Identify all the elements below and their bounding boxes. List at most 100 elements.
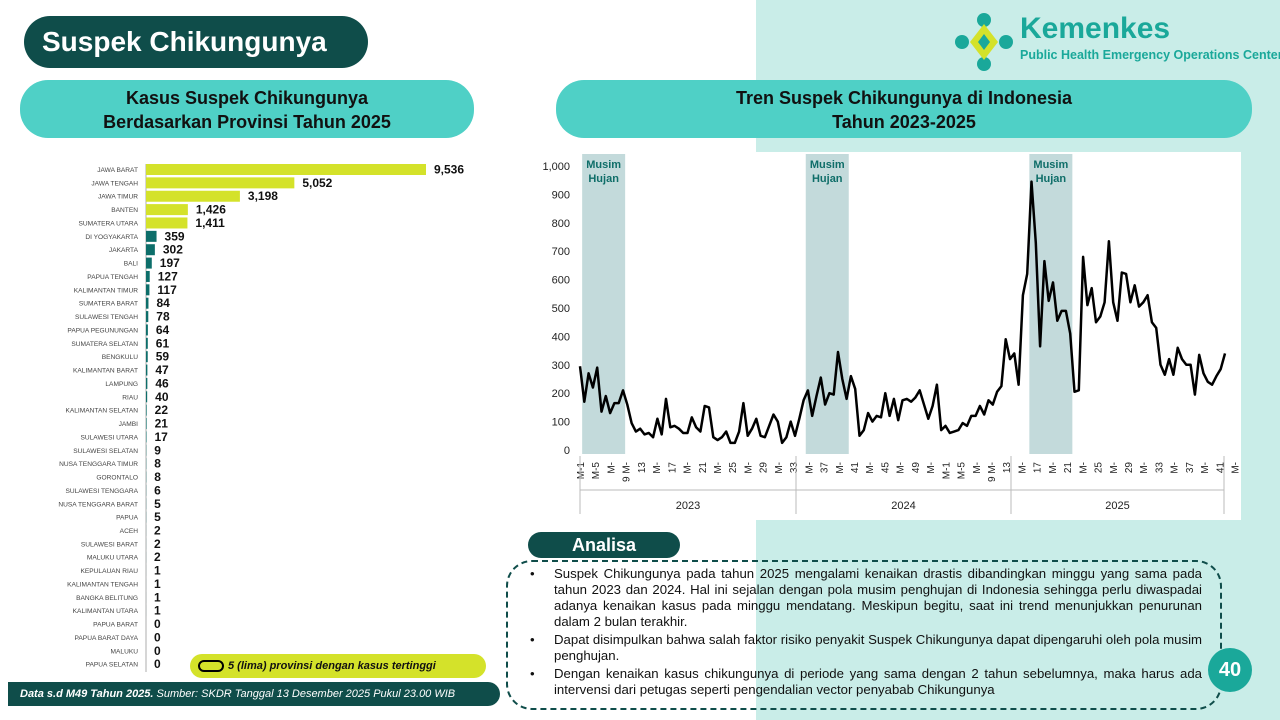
season-label: Hujan bbox=[812, 173, 843, 185]
bar-value-label: 9,536 bbox=[434, 163, 464, 177]
bar bbox=[146, 404, 147, 416]
bar-category-label: NUSA TENGGARA BARAT bbox=[58, 501, 138, 508]
analisa-point: Suspek Chikungunya pada tahun 2025 menga… bbox=[530, 566, 1202, 630]
analisa-point: Dengan kenaikan kasus chikungunya di per… bbox=[530, 666, 1202, 698]
legend-label: 5 (lima) provinsi dengan kasus tertinggi bbox=[228, 660, 436, 672]
bar bbox=[146, 297, 149, 309]
bar bbox=[146, 244, 155, 256]
kemenkes-logo: Kemenkes Public Health Emergency Operati… bbox=[952, 10, 1280, 76]
page-title: Suspek Chikungunya bbox=[24, 16, 368, 68]
bar bbox=[146, 377, 148, 389]
x-tick-label: M- bbox=[606, 462, 617, 474]
footer-source: Sumber: SKDR Tanggal 13 Desember 2025 Pu… bbox=[153, 688, 456, 700]
x-tick-label: M- bbox=[652, 462, 663, 474]
line-chart-title: Tren Suspek Chikungunya di Indonesia Tah… bbox=[556, 80, 1252, 138]
bar bbox=[146, 164, 426, 175]
bar-value-label: 47 bbox=[155, 363, 169, 377]
trend-line-chart: Musim Hujan Musim Hujan Musim Hujan 0 100 200 300… bbox=[528, 152, 1241, 520]
bar-value-label: 6 bbox=[154, 483, 161, 497]
bar-value-label: 59 bbox=[156, 350, 170, 364]
bar bbox=[146, 217, 188, 229]
season-band bbox=[805, 154, 849, 454]
bar-value-label: 64 bbox=[156, 323, 170, 337]
data-source-footer: Data s.d M49 Tahun 2025. Sumber: SKDR Ta… bbox=[8, 682, 500, 706]
bar-value-label: 1,426 bbox=[196, 203, 226, 217]
bar-value-label: 5 bbox=[154, 497, 161, 511]
bar bbox=[146, 270, 150, 282]
bar-category-label: SULAWESI TENGGARA bbox=[65, 488, 138, 495]
bar-category-label: SULAWESI SELATAN bbox=[73, 448, 138, 455]
x-tick-label: M-1 bbox=[576, 462, 587, 480]
bar-category-label: PAPUA PEGUNUNGAN bbox=[67, 327, 138, 334]
bar-category-label: JAKARTA bbox=[109, 247, 139, 254]
bar bbox=[146, 230, 157, 242]
bar-chart-title-line1: Kasus Suspek Chikungunya bbox=[125, 88, 369, 108]
bar-value-label: 8 bbox=[154, 470, 161, 484]
x-tick-label: 33 bbox=[1154, 462, 1165, 474]
x-tick-label: M-5 bbox=[957, 462, 968, 480]
bar-category-label: JAWA TIMUR bbox=[98, 194, 138, 201]
y-tick-label: 500 bbox=[552, 303, 570, 315]
x-tick-label: M-1 bbox=[941, 462, 952, 480]
bar bbox=[146, 324, 148, 336]
bar-category-label: PAPUA TENGAH bbox=[87, 274, 138, 281]
x-tick-label: M- bbox=[683, 462, 694, 474]
season-label: Musim bbox=[1033, 159, 1068, 171]
bar-category-label: BENGKULU bbox=[102, 354, 139, 361]
season-label: Musim bbox=[810, 159, 845, 171]
x-tick-label: M- bbox=[1200, 462, 1211, 474]
season-label: Hujan bbox=[1036, 173, 1067, 185]
kemenkes-logo-icon bbox=[955, 13, 1013, 71]
bar-category-label: MALUKU UTARA bbox=[87, 555, 139, 562]
year-label: 2025 bbox=[1105, 500, 1129, 512]
y-tick-label: 400 bbox=[552, 331, 570, 343]
logo-subtitle: Public Health Emergency Operations Cente… bbox=[1020, 48, 1280, 62]
x-tick-label: M- bbox=[1139, 462, 1150, 474]
x-tick-label: M- bbox=[774, 462, 785, 474]
bar-value-label: 1 bbox=[154, 590, 161, 604]
season-band bbox=[1029, 154, 1073, 454]
bar-category-label: LAMPUNG bbox=[105, 381, 138, 388]
bar-value-label: 0 bbox=[154, 617, 161, 631]
y-tick-label: 0 bbox=[564, 445, 570, 457]
y-tick-label: 600 bbox=[552, 275, 570, 287]
bar-value-label: 1 bbox=[154, 604, 161, 618]
y-tick-label: 800 bbox=[552, 218, 570, 230]
x-tick-label: 21 bbox=[698, 462, 709, 474]
bar-category-label: SULAWESI TENGAH bbox=[75, 314, 138, 321]
bar-category-label: PAPUA SELATAN bbox=[86, 662, 139, 669]
bar-category-label: SULAWESI UTARA bbox=[80, 434, 138, 441]
line-chart-title-line2: Tahun 2023-2025 bbox=[832, 112, 976, 132]
analisa-point: Dapat disimpulkan bahwa salah faktor ris… bbox=[530, 632, 1202, 664]
bar-category-label: PAPUA bbox=[116, 515, 138, 522]
bar bbox=[146, 284, 150, 296]
bar-value-label: 5,052 bbox=[302, 176, 332, 190]
y-tick-label: 700 bbox=[552, 246, 570, 258]
bar bbox=[146, 391, 148, 403]
bar-category-label: SUMATERA BARAT bbox=[79, 301, 138, 308]
bar-value-label: 46 bbox=[155, 376, 169, 390]
x-tick-label: M- bbox=[1231, 462, 1241, 474]
bar-category-label: KALIMANTAN TENGAH bbox=[67, 581, 138, 588]
season-label: Hujan bbox=[588, 173, 619, 185]
y-tick-label: 900 bbox=[552, 189, 570, 201]
bar-category-label: PAPUA BARAT DAYA bbox=[74, 635, 138, 642]
bar-category-label: KALIMANTAN TIMUR bbox=[74, 287, 138, 294]
x-tick-label: M- bbox=[865, 462, 876, 474]
x-tick-label: M- bbox=[713, 462, 724, 474]
bar-value-label: 5 bbox=[154, 510, 161, 524]
bar-value-label: 127 bbox=[158, 269, 178, 283]
bar-category-label: MALUKU bbox=[111, 648, 139, 655]
bar-value-label: 1 bbox=[154, 564, 161, 578]
bar-value-label: 8 bbox=[154, 457, 161, 471]
bar-chart-title: Kasus Suspek Chikungunya Berdasarkan Pro… bbox=[20, 80, 474, 138]
x-tick-label: M- bbox=[972, 462, 983, 474]
bar-value-label: 197 bbox=[160, 256, 180, 270]
bar bbox=[146, 177, 295, 189]
bar bbox=[146, 418, 147, 430]
x-tick-label: 41 bbox=[1215, 462, 1226, 474]
bar-category-label: JAWA BARAT bbox=[97, 167, 138, 174]
y-tick-label: 300 bbox=[552, 360, 570, 372]
x-tick-label: 17 bbox=[1033, 462, 1044, 474]
x-tick-label: 49 bbox=[911, 462, 922, 474]
